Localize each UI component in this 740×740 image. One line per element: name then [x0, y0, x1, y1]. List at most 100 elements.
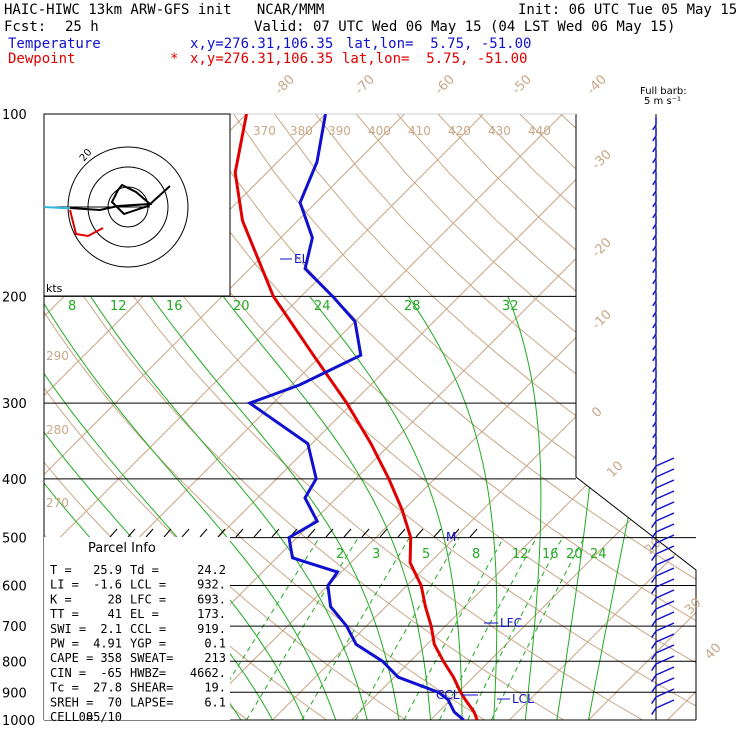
parcel-info-cell: SWI =	[50, 622, 86, 636]
wind-barb-flag	[655, 688, 675, 698]
wind-barb	[650, 542, 657, 551]
parcel-info-box	[44, 537, 230, 720]
wind-barb	[650, 476, 657, 485]
parcel-info-cell: 41	[108, 607, 122, 621]
pressure-tick-label: 200	[2, 290, 27, 305]
mixing-ratio-label: 12	[512, 547, 529, 562]
fcst-label: Fcst:	[4, 19, 47, 35]
dry-adiabat-line	[110, 114, 696, 720]
parcel-info-cell: CELL =	[50, 710, 93, 724]
parcel-info-cell: SREH =	[50, 695, 93, 709]
wind-barb-flag	[655, 534, 675, 544]
dry-adiabat-line	[560, 114, 696, 720]
wind-barb-flag	[655, 479, 675, 489]
moist-adiabat-label: 12	[110, 299, 127, 314]
isotherm-tick-label: -70	[352, 72, 378, 98]
hatch-mark	[253, 528, 262, 538]
mixing-ratio-label: 24	[590, 547, 607, 562]
wind-barb-flag	[655, 545, 675, 555]
parcel-info-cell: 2.1	[100, 622, 122, 636]
mixing-ratio-label: 8	[472, 547, 480, 562]
hodograph-trace-lower	[69, 209, 104, 238]
wind-barb	[652, 421, 657, 428]
moist-adiabat-label: 16	[166, 299, 183, 314]
parcel-info-cell: TT =	[50, 607, 79, 621]
parcel-info-cell: EL =	[130, 607, 159, 621]
moist-adiabat-line	[507, 296, 542, 720]
wind-barb	[650, 531, 657, 540]
wind-barb	[652, 179, 657, 186]
wind-barb	[652, 322, 657, 329]
mixing-ratio-line	[490, 537, 585, 720]
wind-barb	[652, 432, 657, 439]
moist-adiabat-line	[407, 296, 498, 720]
isotherm-tick-label: -50	[509, 72, 535, 98]
isotherm-tick-label: -60	[432, 72, 458, 98]
wind-barb-flag	[655, 501, 675, 511]
parcel-info-cell: 173.	[197, 607, 226, 621]
wind-barb	[652, 168, 657, 175]
wind-barb	[650, 652, 657, 661]
dry-adiabat-line	[519, 114, 696, 720]
wind-barb	[650, 619, 657, 628]
parcel-info-cell: 358	[100, 651, 122, 665]
mixing-ratio-label: 16	[542, 547, 559, 562]
hatch-mark	[307, 528, 316, 538]
wind-barb	[652, 278, 657, 285]
wind-barb-flag	[655, 655, 675, 665]
pressure-tick-label: 100	[2, 108, 27, 123]
parcel-info-cell: 6.1	[204, 695, 226, 709]
parcel-info-cell: LAPSE=	[130, 695, 173, 709]
wind-barb	[650, 509, 657, 518]
wind-barb	[650, 696, 657, 705]
mixing-ratio-line	[467, 537, 563, 720]
hatch-mark	[109, 528, 118, 538]
parcel-info-cell: 693.	[197, 592, 226, 606]
dry-adiabat-line	[44, 114, 643, 720]
barb-unit-value: 5 m s⁻¹	[644, 96, 681, 107]
moist-adiabat-label: 8	[68, 299, 76, 314]
parcel-info-cell: 213	[204, 651, 226, 665]
pressure-tick-label: 300	[2, 397, 27, 412]
dry-adiabat-line	[274, 114, 696, 720]
hatch-mark	[235, 528, 244, 538]
m-label: M	[446, 530, 456, 544]
hatch-mark	[271, 528, 280, 538]
hatch-mark	[469, 528, 478, 538]
wind-barb	[652, 124, 657, 131]
isotherm-tick-label: -80	[272, 72, 298, 98]
wind-barb	[652, 157, 657, 164]
isotherm-line	[44, 114, 484, 720]
dry-adiabat-line	[44, 114, 485, 720]
wind-barb	[652, 190, 657, 197]
wind-barb-flag	[655, 512, 675, 522]
wind-barb-flag	[655, 622, 675, 632]
parcel-info-cell: CAPE =	[50, 651, 93, 665]
wind-barb-flag	[655, 633, 675, 643]
valid-time: Valid: 07 UTC Wed 06 May 15 (04 LST Wed …	[254, 19, 676, 35]
hatch-mark	[397, 528, 406, 538]
dry-adiabat-line	[396, 114, 696, 720]
wind-barb	[652, 223, 657, 230]
fcst-value: 25 h	[65, 19, 99, 35]
mixing-ratio-line	[403, 537, 505, 720]
parcel-info-cell: YGP =	[130, 637, 166, 651]
mixing-ratio-line	[301, 537, 410, 720]
plot-frame-right	[575, 114, 697, 720]
dry-adiabat-line	[315, 114, 696, 720]
hatch-mark	[127, 528, 136, 538]
wind-barb	[650, 597, 657, 606]
dry-adiabat-line	[69, 114, 696, 720]
isotherm-line	[667, 114, 696, 720]
parcel-info-cell: CCL =	[130, 622, 166, 636]
hatch-mark	[181, 528, 190, 538]
hatch-mark	[145, 528, 154, 538]
theta-tick-label: 370	[253, 124, 276, 138]
mixing-ratio-label: 2	[336, 547, 344, 562]
wind-barb-flag	[655, 600, 675, 610]
dry-adiabat-line	[192, 114, 696, 720]
hatch-mark	[361, 528, 370, 538]
pressure-tick-label: 600	[2, 580, 27, 595]
dewpoint-profile-line	[246, 114, 465, 720]
wind-barb	[652, 289, 657, 296]
